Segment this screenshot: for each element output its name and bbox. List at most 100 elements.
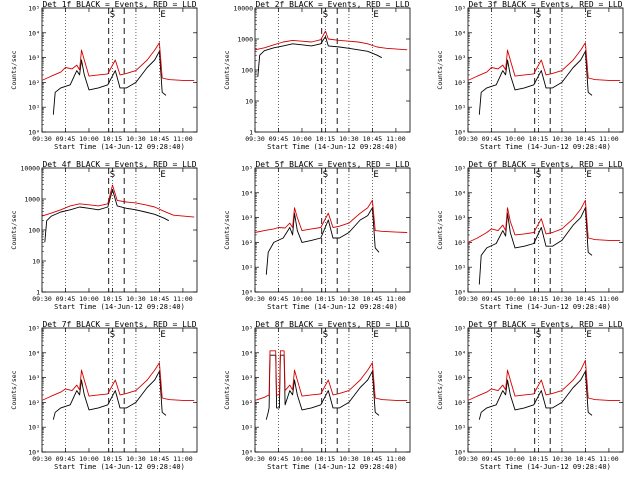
- x-tick-label: 10:45: [576, 455, 596, 463]
- x-tick-label: 11:00: [386, 455, 406, 463]
- lld-series: [41, 42, 195, 81]
- y-tick-label: 10⁵: [241, 165, 253, 173]
- y-tick-label: 10¹: [454, 264, 466, 272]
- x-tick-label: 10:00: [292, 135, 312, 143]
- x-tick-label: 10:30: [552, 455, 572, 463]
- panel-title: Det 3f BLACK = Events, RED = LLD: [468, 0, 622, 9]
- x-tick-label: 10:30: [552, 295, 572, 303]
- y-tick-label: 10²: [28, 79, 40, 87]
- events-series: [257, 36, 383, 77]
- x-tick-label: 09:30: [32, 135, 52, 143]
- y-tick-label: 10: [245, 98, 253, 106]
- x-axis-label: Start Time (14-Jun-12 09:28:40): [54, 143, 185, 151]
- x-axis-label: Start Time (14-Jun-12 09:28:40): [267, 463, 398, 471]
- y-tick-label: 10³: [454, 374, 466, 382]
- x-tick-label: 11:00: [173, 135, 193, 143]
- x-tick-label: 10:00: [79, 455, 99, 463]
- panel-det-5: S E 09:30 09:45 10:00 10:15 10:30 10:45 11:00 10⁰…: [223, 160, 411, 311]
- y-tick-label: 10⁴: [454, 189, 466, 197]
- x-tick-label: 10:45: [363, 135, 383, 143]
- x-tick-label: 10:15: [529, 135, 549, 143]
- events-series: [478, 50, 593, 115]
- x-tick-label: 10:15: [316, 455, 336, 463]
- y-tick-label: 10²: [241, 399, 253, 407]
- x-tick-label: 09:45: [269, 455, 289, 463]
- panel-title: Det 1f BLACK = Events, RED = LLD: [42, 0, 196, 9]
- y-axis-label: Counts/sec: [223, 210, 231, 249]
- y-tick-label: 1000: [237, 36, 253, 44]
- x-tick-label: 10:00: [79, 295, 99, 303]
- x-tick-label: 10:15: [103, 455, 123, 463]
- y-tick-label: 10¹: [28, 424, 40, 432]
- events-series: [52, 50, 167, 115]
- x-tick-label: 10:45: [150, 135, 170, 143]
- y-tick-label: 10²: [28, 399, 40, 407]
- panel-title: Det 6f BLACK = Events, RED = LLD: [468, 160, 622, 169]
- plot-frame: [254, 167, 411, 293]
- marker-label: S: [323, 10, 328, 20]
- panel-title: Det 5f BLACK = Events, RED = LLD: [255, 160, 409, 169]
- marker-label: S: [110, 330, 115, 340]
- panel-det-2: S E 09:30 09:45 10:00 10:15 10:30 10:45 11:00 1 10…: [223, 0, 411, 151]
- lld-series: [467, 359, 621, 401]
- panel-det-9: S E 09:30 09:45 10:00 10:15 10:30 10:45 11:00 10⁰…: [436, 320, 624, 471]
- y-tick-label: 100: [28, 227, 40, 235]
- x-tick-label: 10:15: [529, 295, 549, 303]
- y-tick-label: 10¹: [454, 424, 466, 432]
- events-series: [265, 354, 380, 420]
- x-tick-label: 10:00: [292, 455, 312, 463]
- y-tick-label: 10²: [454, 399, 466, 407]
- panel-title: Det 8f BLACK = Events, RED = LLD: [255, 320, 409, 329]
- x-tick-label: 10:00: [505, 295, 525, 303]
- y-tick-label: 10⁴: [241, 189, 253, 197]
- y-tick-label: 1: [36, 289, 40, 297]
- y-tick-label: 10000: [20, 165, 40, 173]
- y-tick-label: 10¹: [454, 104, 466, 112]
- lld-series: [254, 350, 408, 401]
- y-tick-label: 10⁵: [28, 325, 40, 333]
- y-tick-label: 10⁴: [28, 29, 40, 37]
- x-tick-label: 10:00: [79, 135, 99, 143]
- x-axis-label: Start Time (14-Jun-12 09:28:40): [480, 303, 611, 311]
- marker-label: E: [160, 10, 165, 20]
- y-tick-label: 10²: [241, 239, 253, 247]
- y-tick-label: 10⁴: [454, 29, 466, 37]
- y-tick-label: 10⁵: [454, 165, 466, 173]
- x-tick-label: 09:45: [482, 455, 502, 463]
- panel-det-4: S E 09:30 09:45 10:00 10:15 10:30 10:45 11:00 1 10…: [10, 160, 198, 311]
- x-tick-label: 10:15: [103, 135, 123, 143]
- x-tick-label: 11:00: [386, 135, 406, 143]
- x-tick-label: 09:45: [482, 295, 502, 303]
- marker-label: E: [586, 170, 591, 180]
- x-tick-label: 09:45: [482, 135, 502, 143]
- x-tick-label: 10:30: [339, 135, 359, 143]
- x-tick-label: 09:30: [458, 135, 478, 143]
- y-tick-label: 1000: [24, 196, 40, 204]
- x-tick-label: 10:45: [363, 295, 383, 303]
- y-tick-label: 10⁵: [28, 5, 40, 13]
- x-tick-label: 11:00: [599, 455, 619, 463]
- y-tick-label: 10⁴: [454, 349, 466, 357]
- y-tick-label: 10³: [454, 214, 466, 222]
- marker-label: S: [536, 330, 541, 340]
- marker-label: E: [160, 170, 165, 180]
- x-tick-label: 10:15: [316, 135, 336, 143]
- y-tick-label: 10³: [28, 54, 40, 62]
- events-series: [265, 207, 380, 275]
- y-tick-label: 10¹: [241, 264, 253, 272]
- x-tick-label: 09:30: [245, 135, 265, 143]
- x-tick-label: 10:15: [316, 295, 336, 303]
- y-axis-label: Counts/sec: [223, 50, 231, 89]
- x-tick-label: 10:45: [363, 455, 383, 463]
- marker-label: E: [160, 330, 165, 340]
- y-tick-label: 100: [241, 67, 253, 75]
- x-tick-label: 10:45: [576, 295, 596, 303]
- x-axis-label: Start Time (14-Jun-12 09:28:40): [267, 303, 398, 311]
- x-tick-label: 09:45: [56, 135, 76, 143]
- panel-det-6: S E 09:30 09:45 10:00 10:15 10:30 10:45 11:00 10⁰…: [436, 160, 624, 311]
- x-tick-label: 10:15: [529, 455, 549, 463]
- events-series: [478, 207, 593, 285]
- plot-frame: [41, 7, 198, 133]
- marker-label: S: [536, 170, 541, 180]
